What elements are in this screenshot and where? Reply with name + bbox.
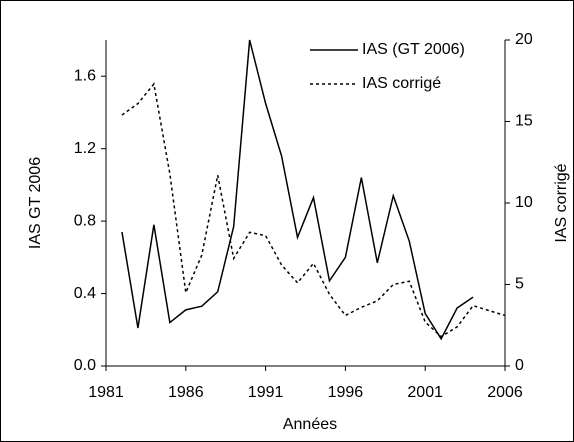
y-tick-label: 0.8 [74, 212, 96, 229]
x-tick-label: 2001 [407, 384, 443, 401]
x-axis-label: Années [283, 416, 337, 433]
y-tick-label: 0.0 [74, 357, 96, 374]
y-tick-label: 1.2 [74, 140, 96, 157]
y2-tick-label: 15 [515, 113, 533, 130]
x-tick-label: 1996 [328, 384, 364, 401]
x-tick-label: 1991 [248, 384, 284, 401]
x-tick-label: 1986 [168, 384, 204, 401]
y2-tick-label: 0 [515, 357, 524, 374]
y2-tick-label: 5 [515, 276, 524, 293]
y-tick-label: 1.6 [74, 67, 96, 84]
data-line [121, 82, 506, 338]
y2-tick-label: 20 [515, 31, 533, 48]
x-tick-label: 2006 [487, 384, 523, 401]
data-line [121, 39, 474, 341]
legend-label: IAS (GT 2006) [362, 41, 465, 58]
x-tick-label: 1981 [88, 384, 124, 401]
legend-label: IAS corrigé [362, 75, 441, 92]
y-axis-label: IAS GT 2006 [27, 157, 44, 249]
y2-axis-label: IAS corrigé [553, 163, 570, 242]
y-tick-label: 0.4 [74, 285, 96, 302]
y2-tick-label: 10 [515, 194, 533, 211]
